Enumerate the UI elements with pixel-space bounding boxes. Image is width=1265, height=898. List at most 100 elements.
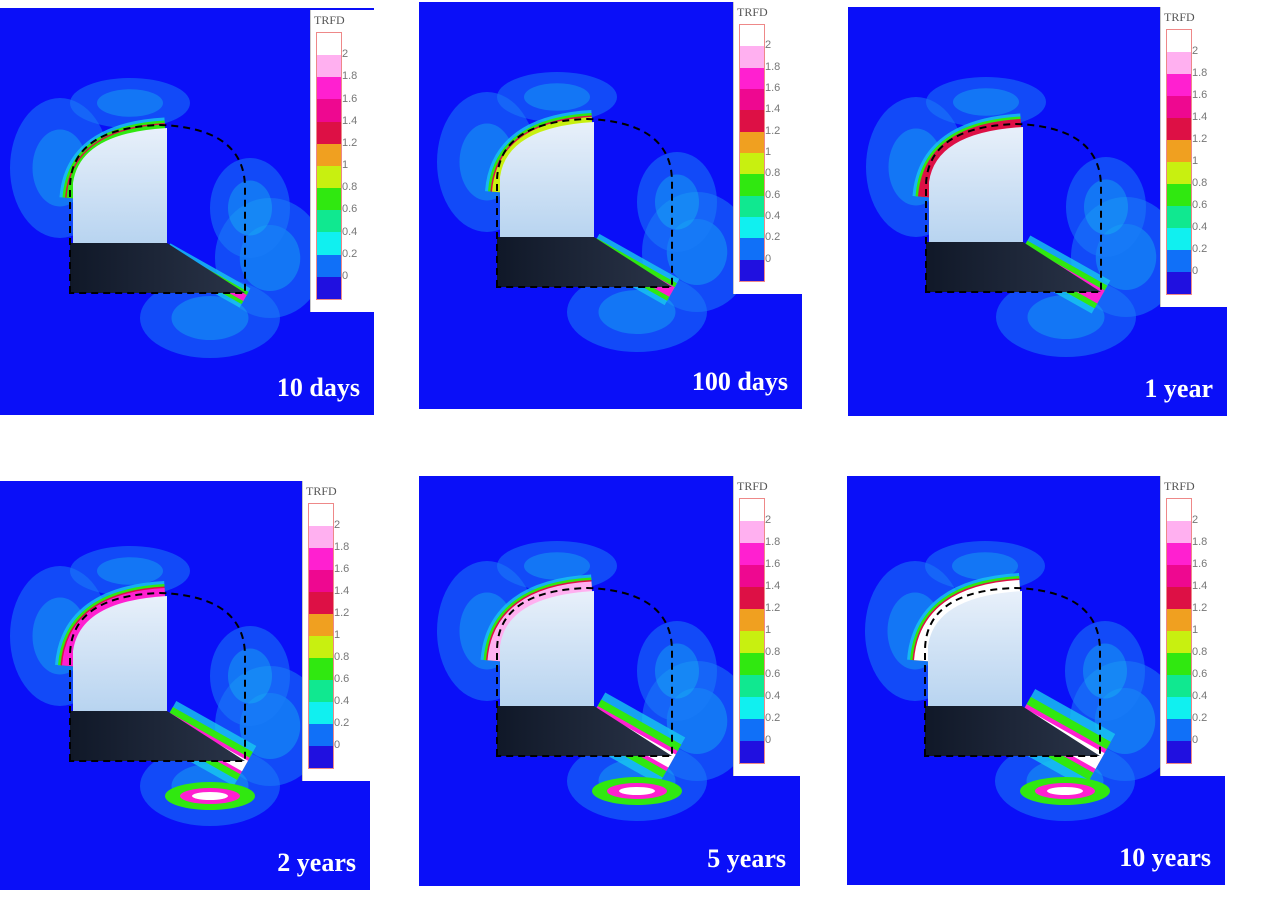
legend-tick-label: 0.4 xyxy=(765,210,781,222)
tunnel-floor-slab xyxy=(497,237,672,287)
legend-tick-label: 0.8 xyxy=(342,181,358,194)
legend-tick-label: 0 xyxy=(1192,734,1199,746)
legend-tick-label: 1.4 xyxy=(1192,580,1208,592)
damage-cloud xyxy=(437,72,752,352)
legend-tick-label: 1.8 xyxy=(342,70,358,83)
legend-swatch xyxy=(1167,184,1191,206)
legend-tick-label: 1 xyxy=(1192,624,1199,636)
legend-swatch xyxy=(317,188,341,211)
trfd-legend: TRFD 2 1.8 1.6 1.4 1.2 1 0.8 0.6 0.4 0.2 0 xyxy=(1160,7,1228,307)
legend-swatch xyxy=(740,675,764,697)
legend-tick-label: 0 xyxy=(334,739,341,751)
legend-title: TRFD xyxy=(306,484,337,498)
legend-tick-label: 0.6 xyxy=(765,188,781,201)
legend-swatch xyxy=(1167,118,1191,140)
legend-color-bar xyxy=(1166,498,1192,764)
trfd-legend: TRFD 2 1.8 1.6 1.4 1.2 1 0.8 0.6 0.4 0.2 0 xyxy=(302,481,371,781)
damage-cloud xyxy=(865,541,1180,821)
legend-swatch xyxy=(740,543,764,565)
legend-swatch xyxy=(740,174,764,196)
legend-swatch xyxy=(1167,719,1191,741)
legend-tick-label: 0 xyxy=(765,734,772,746)
legend-swatch xyxy=(1167,543,1191,565)
trfd-field-plot xyxy=(10,78,325,358)
legend-swatch xyxy=(1167,74,1191,96)
legend-tick-label: 0 xyxy=(1192,265,1199,277)
legend-swatch xyxy=(740,521,764,543)
legend-swatch xyxy=(740,131,764,153)
damage-cloud xyxy=(10,546,325,826)
tunnel-floor-slab xyxy=(70,243,245,293)
legend-tick-label: 1.6 xyxy=(342,92,358,105)
legend-tick-label: 1.4 xyxy=(765,580,781,592)
legend-tick-label: 0.2 xyxy=(334,717,350,729)
legend-tick-label: 2 xyxy=(765,514,772,526)
legend-tick-label: 0 xyxy=(342,269,349,282)
legend-tick-label: 1.8 xyxy=(334,541,350,553)
legend-tick-label: 1.8 xyxy=(1192,536,1208,548)
tunnel-floor-slab xyxy=(70,711,245,761)
legend-tick-label: 1.6 xyxy=(765,82,781,94)
legend-swatch xyxy=(1167,272,1191,294)
legend-swatch xyxy=(309,636,333,658)
legend-tick-label: 0.8 xyxy=(1192,646,1208,658)
legend-swatch xyxy=(740,88,764,111)
legend-swatch xyxy=(1167,96,1191,118)
legend-swatch xyxy=(1167,631,1191,653)
tunnel-outline-dashed xyxy=(496,117,673,288)
legend-swatch xyxy=(317,210,341,233)
legend-swatch xyxy=(1167,609,1191,631)
tunnel-floor-slab xyxy=(497,706,672,756)
legend-tick-label: 0.6 xyxy=(1192,668,1208,680)
legend-swatch xyxy=(1167,499,1191,521)
trfd-field-plot xyxy=(437,72,752,352)
legend-color-bar xyxy=(308,503,334,769)
legend-tick-label: 1.6 xyxy=(334,563,350,575)
tunnel-face xyxy=(500,591,594,706)
legend-swatch xyxy=(317,232,341,255)
legend-tick-label: 1.2 xyxy=(334,607,350,619)
tunnel-outline-dashed xyxy=(496,586,673,757)
legend-swatch xyxy=(740,587,764,609)
legend-tick-label: 0.4 xyxy=(334,695,350,707)
legend-swatch xyxy=(1167,653,1191,675)
legend-tick-label: 1 xyxy=(765,146,772,158)
legend-swatch xyxy=(317,77,341,100)
tunnel-outline-dashed xyxy=(69,123,246,294)
legend-swatch xyxy=(1167,228,1191,250)
tunnel-face xyxy=(500,122,594,237)
tunnel-outline-dashed xyxy=(924,586,1101,757)
legend-tick-label: 0.4 xyxy=(342,225,358,238)
legend-swatch xyxy=(1167,565,1191,587)
legend-swatch xyxy=(740,238,764,260)
legend-swatch xyxy=(309,680,333,702)
legend-swatch xyxy=(309,570,333,592)
simulation-panel: 1 year xyxy=(848,7,1227,416)
legend-tick-label: 1.2 xyxy=(765,602,781,614)
legend-tick-label: 0.2 xyxy=(765,231,781,244)
time-label: 10 days xyxy=(276,373,360,402)
legend-tick-label: 1 xyxy=(334,629,341,641)
legend-swatch xyxy=(1167,675,1191,697)
tunnel-floor-slab xyxy=(926,242,1101,292)
legend-swatch xyxy=(740,195,764,217)
legend-tick-label: 2 xyxy=(1192,514,1199,526)
legend-swatch xyxy=(740,25,764,47)
tunnel-floor-slab xyxy=(925,706,1100,756)
legend-tick-label: 1.8 xyxy=(765,536,781,548)
legend-tick-label: 2 xyxy=(342,48,349,61)
legend-swatch xyxy=(317,143,341,166)
legend-swatch xyxy=(317,254,341,277)
time-label: 100 days xyxy=(691,367,788,396)
legend-title: TRFD xyxy=(314,13,345,27)
legend-tick-label: 1.6 xyxy=(1192,558,1208,570)
legend-tick-label: 1 xyxy=(765,624,772,636)
legend-tick-label: 1.6 xyxy=(1192,89,1208,101)
simulation-panel: 100 days xyxy=(419,2,802,409)
legend-swatch xyxy=(317,33,341,56)
legend-tick-label: 1.6 xyxy=(765,558,781,570)
legend-tick-label: 1.8 xyxy=(1192,67,1208,79)
legend-swatch xyxy=(1167,52,1191,74)
legend-tick-label: 0.4 xyxy=(765,690,781,702)
legend-title: TRFD xyxy=(737,479,768,493)
